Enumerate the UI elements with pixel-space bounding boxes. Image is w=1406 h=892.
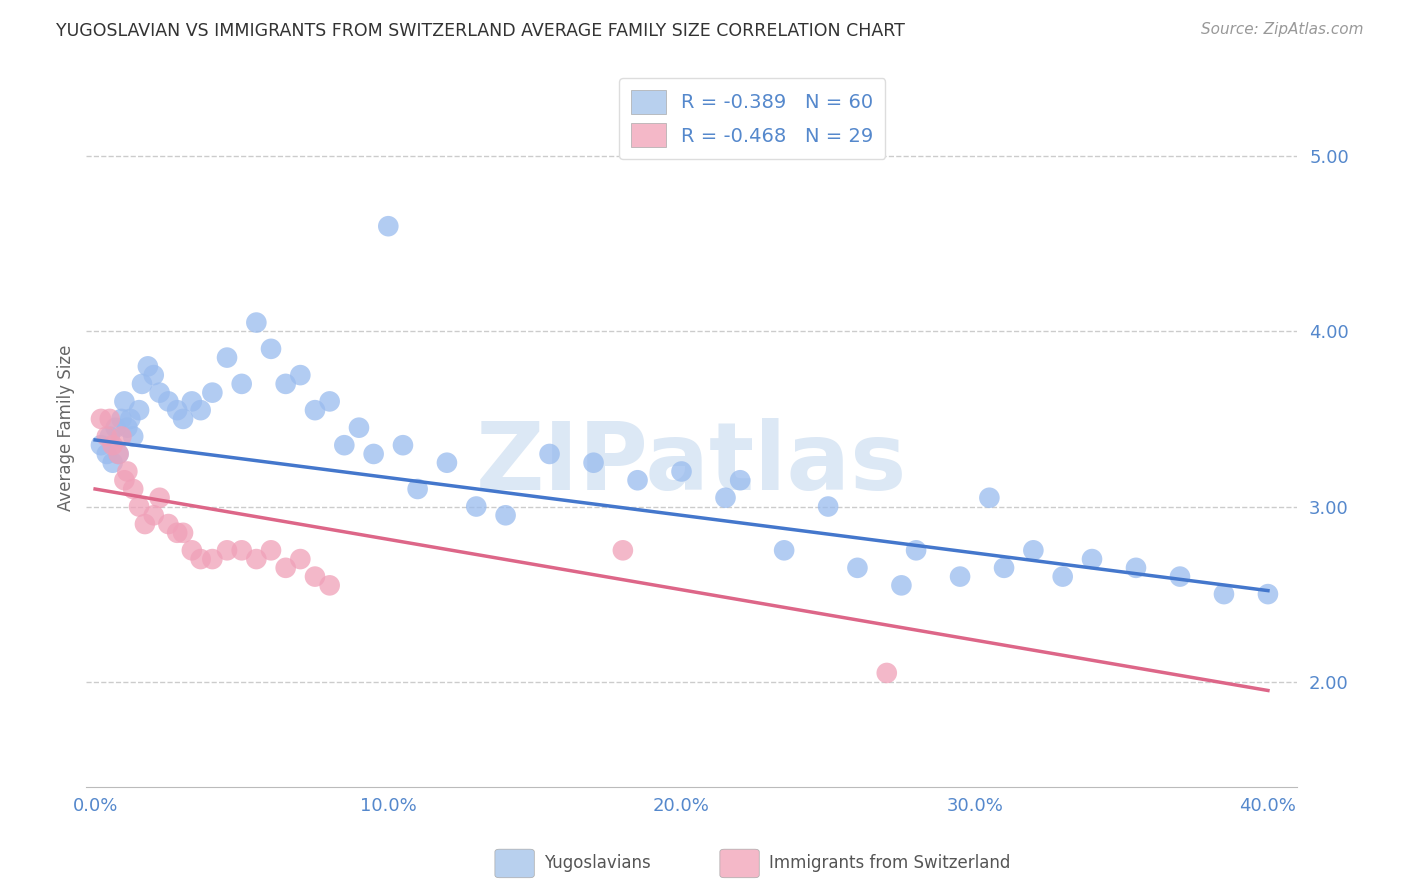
Point	[172, 412, 194, 426]
Point	[90, 412, 112, 426]
Point	[190, 552, 212, 566]
Point	[142, 368, 165, 383]
Point	[495, 508, 517, 523]
Point	[107, 447, 129, 461]
Point	[180, 394, 202, 409]
Point	[122, 482, 145, 496]
Point	[215, 351, 238, 365]
Point	[1125, 561, 1147, 575]
Point	[1213, 587, 1236, 601]
Text: Source: ZipAtlas.com: Source: ZipAtlas.com	[1201, 22, 1364, 37]
Point	[107, 447, 129, 461]
Point	[406, 482, 429, 496]
Point	[112, 473, 135, 487]
Point	[1022, 543, 1045, 558]
Point	[274, 561, 297, 575]
Point	[96, 429, 118, 443]
Point	[180, 543, 202, 558]
Point	[245, 552, 267, 566]
Point	[876, 665, 898, 680]
Point	[728, 473, 751, 487]
Point	[304, 403, 326, 417]
Point	[436, 456, 458, 470]
Point	[136, 359, 159, 374]
Point	[582, 456, 605, 470]
Point	[128, 403, 150, 417]
Point	[98, 412, 121, 426]
Legend: R = -0.389   N = 60, R = -0.468   N = 29: R = -0.389 N = 60, R = -0.468 N = 29	[619, 78, 886, 159]
Point	[157, 394, 180, 409]
Point	[260, 342, 283, 356]
Text: Yugoslavians: Yugoslavians	[544, 855, 651, 872]
Point	[363, 447, 385, 461]
Point	[110, 412, 132, 426]
Point	[465, 500, 488, 514]
Point	[979, 491, 1001, 505]
Point	[117, 420, 139, 434]
Point	[1081, 552, 1104, 566]
Point	[128, 500, 150, 514]
Point	[90, 438, 112, 452]
Point	[538, 447, 561, 461]
Point	[290, 368, 312, 383]
Point	[318, 394, 340, 409]
Point	[149, 491, 172, 505]
Point	[172, 525, 194, 540]
Point	[1052, 569, 1074, 583]
Point	[1168, 569, 1191, 583]
Point	[890, 578, 912, 592]
Text: ZIPatlas: ZIPatlas	[477, 417, 907, 509]
Point	[101, 438, 124, 452]
Point	[347, 420, 370, 434]
Point	[846, 561, 869, 575]
Point	[626, 473, 648, 487]
Point	[131, 376, 153, 391]
Point	[201, 552, 224, 566]
Point	[993, 561, 1015, 575]
Point	[377, 219, 399, 234]
Point	[96, 447, 118, 461]
Point	[318, 578, 340, 592]
Point	[142, 508, 165, 523]
Point	[166, 525, 188, 540]
Point	[304, 569, 326, 583]
Point	[112, 394, 135, 409]
Point	[1257, 587, 1279, 601]
Point	[333, 438, 356, 452]
Point	[166, 403, 188, 417]
Y-axis label: Average Family Size: Average Family Size	[58, 344, 75, 511]
Point	[274, 376, 297, 391]
Point	[714, 491, 737, 505]
Point	[905, 543, 928, 558]
Point	[101, 456, 124, 470]
Point	[392, 438, 415, 452]
Point	[157, 516, 180, 531]
Point	[773, 543, 796, 558]
Point	[231, 376, 253, 391]
Point	[201, 385, 224, 400]
Point	[117, 465, 139, 479]
Point	[98, 429, 121, 443]
FancyBboxPatch shape	[720, 849, 759, 878]
Point	[104, 420, 127, 434]
Point	[817, 500, 839, 514]
FancyBboxPatch shape	[495, 849, 534, 878]
Point	[612, 543, 634, 558]
Point	[290, 552, 312, 566]
Point	[215, 543, 238, 558]
Point	[120, 412, 142, 426]
Point	[949, 569, 972, 583]
Point	[231, 543, 253, 558]
Point	[671, 465, 693, 479]
Point	[134, 516, 156, 531]
Point	[122, 429, 145, 443]
Point	[149, 385, 172, 400]
Point	[245, 316, 267, 330]
Point	[260, 543, 283, 558]
Point	[110, 429, 132, 443]
Text: YUGOSLAVIAN VS IMMIGRANTS FROM SWITZERLAND AVERAGE FAMILY SIZE CORRELATION CHART: YUGOSLAVIAN VS IMMIGRANTS FROM SWITZERLA…	[56, 22, 905, 40]
Point	[190, 403, 212, 417]
Text: Immigrants from Switzerland: Immigrants from Switzerland	[769, 855, 1011, 872]
